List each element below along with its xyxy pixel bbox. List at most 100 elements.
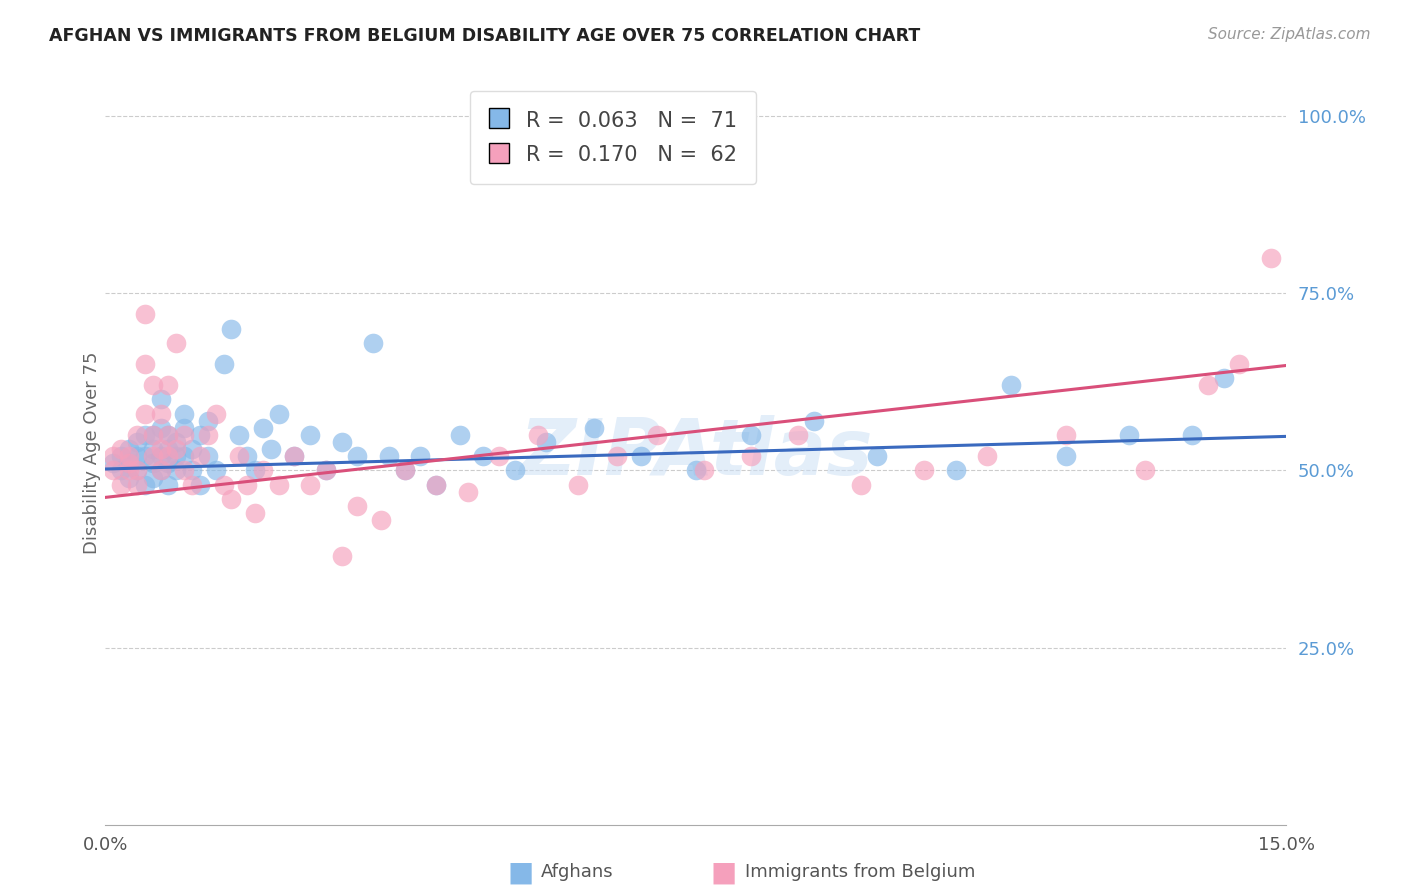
Point (181, 463, 204, 477)
Point (142, 470, 165, 484)
Point (165, 435, 187, 450)
Point (134, 449, 156, 463)
Point (260, 442, 283, 457)
Point (1227, 357, 1250, 371)
Point (110, 477, 132, 491)
Point (851, 477, 873, 491)
Point (157, 456, 180, 470)
Point (149, 442, 172, 457)
Point (165, 442, 187, 457)
Point (165, 463, 187, 477)
Point (787, 428, 810, 442)
Point (142, 442, 165, 457)
Text: Afghans: Afghans (541, 863, 614, 881)
Text: ■: ■ (711, 858, 737, 887)
Point (685, 463, 707, 477)
Point (118, 456, 141, 470)
Point (283, 449, 305, 463)
Point (582, 421, 605, 435)
Point (346, 499, 368, 513)
Point (370, 513, 392, 527)
Point (361, 335, 384, 350)
Point (976, 449, 998, 463)
Point (425, 477, 447, 491)
Point (125, 428, 148, 442)
Point (1133, 463, 1156, 477)
Point (394, 463, 416, 477)
Point (472, 449, 495, 463)
Point (606, 449, 628, 463)
Text: Source: ZipAtlas.com: Source: ZipAtlas.com (1208, 27, 1371, 42)
Point (803, 414, 825, 428)
Point (125, 463, 148, 477)
Point (188, 428, 211, 442)
Point (134, 477, 156, 491)
Point (157, 442, 180, 457)
Point (212, 477, 235, 491)
Point (267, 477, 290, 491)
Point (165, 335, 187, 350)
Point (204, 463, 226, 477)
Y-axis label: Disability Age Over 75: Disability Age Over 75 (83, 351, 101, 554)
Point (173, 463, 195, 477)
Point (1197, 378, 1219, 392)
Point (173, 449, 195, 463)
Point (103, 456, 125, 470)
Point (157, 428, 180, 442)
Point (157, 378, 180, 392)
Legend: R =  0.063   N =  71, R =  0.170   N =  62: R = 0.063 N = 71, R = 0.170 N = 62 (470, 91, 756, 184)
Point (173, 407, 195, 421)
Point (330, 435, 353, 450)
Point (118, 456, 141, 470)
Point (503, 463, 526, 477)
Text: Immigrants from Belgium: Immigrants from Belgium (745, 863, 976, 881)
Point (181, 442, 204, 457)
Point (228, 449, 250, 463)
Point (118, 470, 141, 484)
Point (188, 477, 211, 491)
Point (173, 421, 195, 435)
Point (299, 428, 322, 442)
Point (457, 484, 479, 499)
Point (243, 463, 266, 477)
Point (1181, 428, 1204, 442)
Point (212, 357, 235, 371)
Point (1000, 378, 1022, 392)
Point (134, 407, 156, 421)
Point (125, 477, 148, 491)
Point (315, 463, 337, 477)
Point (157, 477, 180, 491)
Point (1260, 251, 1282, 265)
Point (149, 407, 172, 421)
Point (378, 449, 401, 463)
Point (221, 321, 243, 335)
Point (236, 449, 259, 463)
Point (1054, 449, 1077, 463)
Point (103, 463, 125, 477)
Point (149, 463, 172, 477)
Point (1054, 428, 1077, 442)
Point (740, 428, 762, 442)
Text: AFGHAN VS IMMIGRANTS FROM BELGIUM DISABILITY AGE OVER 75 CORRELATION CHART: AFGHAN VS IMMIGRANTS FROM BELGIUM DISABI… (49, 27, 921, 45)
Point (740, 449, 762, 463)
Point (409, 449, 432, 463)
Point (330, 549, 353, 563)
Point (567, 477, 589, 491)
Point (1118, 428, 1140, 442)
Point (315, 463, 337, 477)
Point (188, 449, 211, 463)
Point (157, 428, 180, 442)
Point (197, 449, 219, 463)
Point (142, 449, 165, 463)
Point (912, 463, 935, 477)
Point (945, 463, 967, 477)
Point (149, 463, 172, 477)
Point (252, 463, 274, 477)
Point (299, 477, 322, 491)
Point (142, 428, 165, 442)
Point (173, 428, 195, 442)
Text: ZIPAtlas: ZIPAtlas (519, 415, 873, 491)
Point (693, 463, 716, 477)
Point (236, 477, 259, 491)
Point (157, 449, 180, 463)
